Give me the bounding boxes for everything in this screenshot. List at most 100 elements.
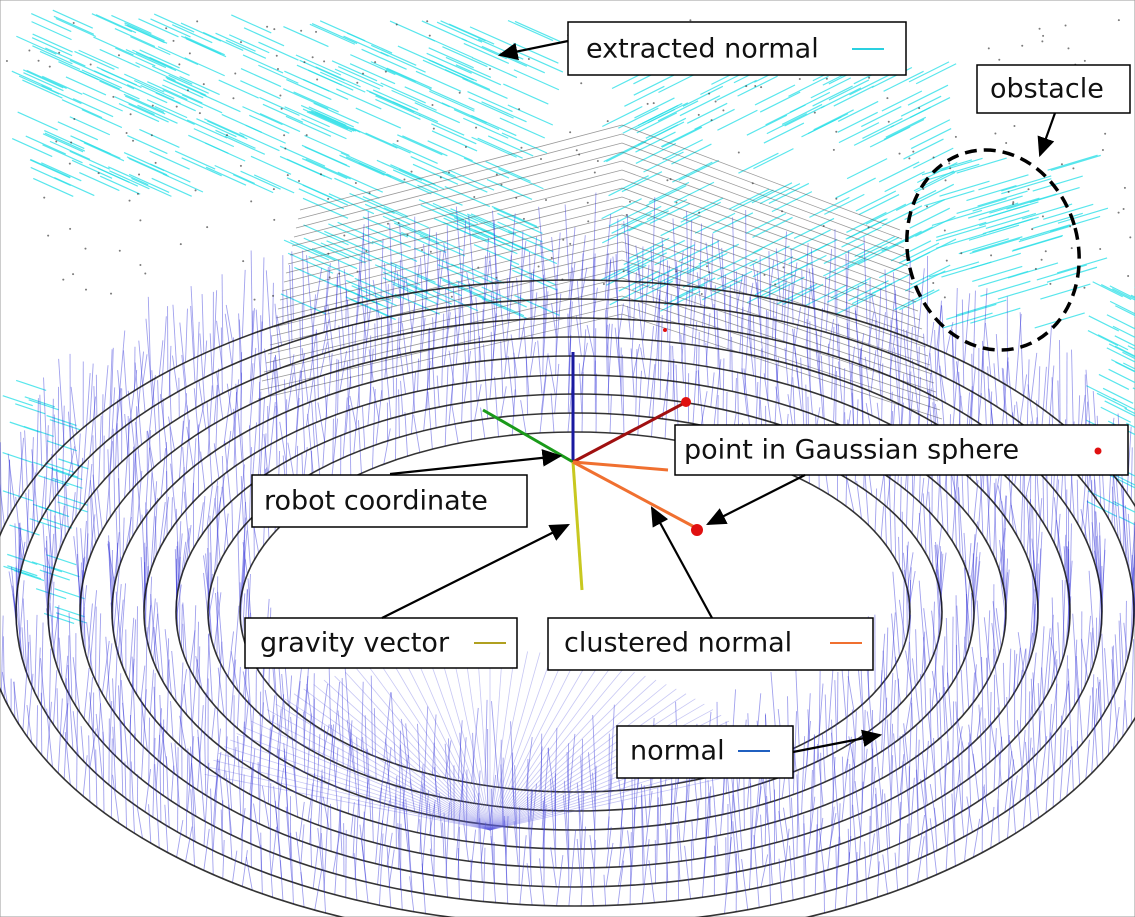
point <box>1005 142 1007 144</box>
point <box>1031 228 1033 230</box>
point <box>888 121 890 123</box>
point <box>130 113 132 115</box>
point <box>240 41 242 43</box>
point <box>132 140 134 142</box>
point <box>754 85 756 87</box>
point <box>357 271 359 273</box>
point <box>84 248 86 250</box>
point <box>607 120 609 122</box>
point <box>129 200 131 202</box>
point <box>715 100 717 102</box>
point <box>398 222 400 224</box>
point <box>711 119 713 121</box>
point <box>528 58 530 60</box>
point <box>540 158 542 160</box>
point <box>277 68 279 70</box>
point <box>689 19 691 21</box>
point <box>1012 203 1014 205</box>
point <box>998 59 1000 61</box>
point <box>58 52 60 54</box>
point <box>701 293 703 295</box>
point <box>431 104 433 106</box>
normal <box>278 750 279 833</box>
point <box>176 106 178 108</box>
point <box>152 105 154 107</box>
point <box>433 128 435 130</box>
point <box>988 47 990 49</box>
legend-swatch <box>1095 448 1102 455</box>
point <box>545 199 547 201</box>
normal <box>746 210 747 294</box>
point <box>623 270 625 272</box>
normal <box>972 354 973 392</box>
point <box>284 148 286 150</box>
point <box>126 132 128 134</box>
point <box>1041 40 1043 42</box>
point <box>990 254 992 256</box>
point <box>465 146 467 148</box>
point <box>62 279 64 281</box>
point <box>1035 268 1037 270</box>
point <box>781 210 783 212</box>
label: clustered normal <box>564 628 792 659</box>
point <box>306 134 308 136</box>
point <box>323 60 325 62</box>
point <box>403 179 405 181</box>
point <box>448 172 450 174</box>
point <box>6 60 8 62</box>
point <box>187 89 189 91</box>
point <box>698 114 700 116</box>
normal <box>270 783 271 852</box>
point <box>303 61 305 63</box>
point <box>918 107 920 109</box>
normal <box>900 736 901 768</box>
point <box>70 142 72 144</box>
point <box>272 295 274 297</box>
normal <box>1060 340 1061 422</box>
point <box>698 212 700 214</box>
point <box>926 205 928 207</box>
point <box>320 173 322 175</box>
point <box>1041 259 1043 261</box>
point <box>112 96 114 98</box>
point <box>955 136 957 138</box>
point <box>430 251 432 253</box>
point <box>515 197 517 199</box>
point <box>826 78 828 80</box>
point <box>653 102 655 104</box>
point <box>90 64 92 66</box>
point <box>206 226 208 228</box>
point <box>569 131 571 133</box>
point <box>273 188 275 190</box>
point <box>281 108 283 110</box>
normal <box>907 589 908 634</box>
point <box>1127 275 1129 277</box>
point <box>165 27 167 29</box>
point <box>1008 191 1010 193</box>
point <box>944 296 946 298</box>
point <box>1061 163 1063 165</box>
normal <box>41 693 42 755</box>
point <box>763 274 765 276</box>
point <box>908 157 910 159</box>
point <box>587 202 589 204</box>
point <box>551 257 553 259</box>
point <box>1021 45 1023 47</box>
point <box>421 249 423 251</box>
point <box>385 71 387 73</box>
point <box>835 198 837 200</box>
point <box>561 279 563 281</box>
point <box>933 157 935 159</box>
point <box>946 260 948 262</box>
normal <box>730 295 731 371</box>
point <box>1028 188 1030 190</box>
point <box>994 132 996 134</box>
point <box>922 188 924 190</box>
point <box>1083 287 1085 289</box>
point <box>28 50 30 52</box>
point <box>477 267 479 269</box>
normal <box>261 315 262 353</box>
point <box>475 127 477 129</box>
point <box>203 83 205 85</box>
point <box>85 289 87 291</box>
